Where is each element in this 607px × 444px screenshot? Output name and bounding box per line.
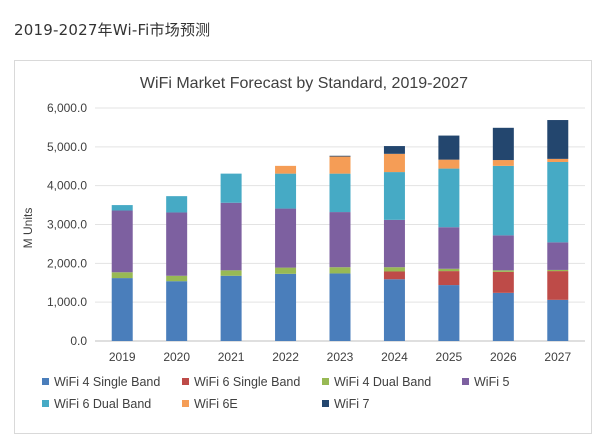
y-axis-title: M Units	[21, 208, 35, 249]
bar-segment	[166, 281, 188, 341]
bar-segment	[383, 172, 405, 220]
bar-segment	[220, 202, 242, 271]
bars	[111, 120, 569, 341]
bar-segment	[111, 278, 133, 341]
bar-segment	[329, 212, 351, 268]
y-tick-label: 3,000.0	[47, 218, 87, 232]
bar-segment	[438, 135, 460, 160]
bar-segment	[166, 275, 188, 282]
bar-segment	[329, 173, 351, 213]
stacked-bar-chart: WiFi Market Forecast by Standard, 2019-2…	[21, 75, 585, 411]
y-tick-label: 2,000.0	[47, 256, 87, 270]
bar-segment	[547, 120, 569, 159]
bar-segment	[438, 271, 460, 286]
bar-segment	[329, 267, 351, 274]
page-heading: 2019-2027年Wi-Fi市场预测	[14, 21, 211, 39]
bar-segment	[166, 196, 188, 213]
bar-segment	[492, 160, 514, 166]
y-tick-label: 5,000.0	[47, 140, 87, 154]
bar-segment	[275, 173, 297, 209]
legend-label: WiFi 6 Single Band	[194, 375, 300, 389]
bar-segment	[275, 267, 297, 274]
legend-label: WiFi 5	[474, 375, 509, 389]
bar-segment	[383, 279, 405, 341]
bar-segment	[275, 165, 297, 174]
bar-segment	[220, 173, 242, 203]
bar-segment	[492, 235, 514, 271]
legend-swatch	[462, 378, 469, 385]
x-tick-label: 2022	[272, 350, 299, 364]
bar-segment	[383, 267, 405, 272]
bar-segment	[547, 299, 569, 341]
bar-segment	[383, 153, 405, 173]
bar-segment	[383, 146, 405, 154]
bar-segment	[547, 271, 569, 300]
x-tick-label: 2024	[381, 350, 408, 364]
x-tick-label: 2026	[490, 350, 517, 364]
legend: WiFi 4 Single Band WiFi 6 Single Band WiFi…	[42, 375, 509, 411]
chart-title: WiFi Market Forecast by Standard, 2019-2…	[140, 75, 468, 92]
bar-segment	[438, 227, 460, 269]
legend-swatch	[182, 378, 189, 385]
bar-segment	[275, 208, 297, 268]
legend-label: WiFi 6 Dual Band	[54, 397, 151, 411]
x-tick-label: 2025	[436, 350, 463, 364]
legend-label: WiFi 7	[334, 397, 369, 411]
bar-segment	[492, 127, 514, 161]
bar-segment	[111, 205, 133, 211]
bar-segment	[383, 219, 405, 268]
x-tick-label: 2021	[218, 350, 245, 364]
bar-segment	[220, 275, 242, 341]
chart-frame: WiFi Market Forecast by Standard, 2019-2…	[14, 60, 592, 434]
bar-segment	[438, 285, 460, 341]
y-axis-ticks: 0.0 1,000.0 2,000.0 3,000.0 4,000.0 5,000.0 6,…	[47, 101, 87, 348]
x-tick-label: 2023	[327, 350, 354, 364]
legend-label: WiFi 6E	[194, 397, 238, 411]
bar-segment	[547, 158, 569, 162]
y-tick-label: 6,000.0	[47, 101, 87, 115]
x-tick-label: 2027	[544, 350, 571, 364]
bar-segment	[329, 273, 351, 341]
x-tick-label: 2020	[163, 350, 190, 364]
legend-swatch	[182, 400, 189, 407]
bar-segment	[111, 210, 133, 273]
legend-swatch	[322, 400, 329, 407]
bar-segment	[111, 272, 133, 279]
bar-segment	[166, 212, 188, 276]
x-tick-label: 2019	[109, 350, 136, 364]
bar-segment	[438, 159, 460, 169]
bar-segment	[547, 269, 569, 272]
bar-segment	[492, 271, 514, 293]
y-tick-label: 0.0	[70, 334, 87, 348]
bar-segment	[492, 292, 514, 341]
y-tick-label: 1,000.0	[47, 295, 87, 309]
x-axis-ticks: 2019 2020 2021 2022 2023 2024 2025 2026 2027	[109, 350, 572, 364]
bar-segment	[547, 161, 569, 243]
bar-segment	[383, 271, 405, 280]
bar-segment	[492, 165, 514, 236]
bar-segment	[329, 155, 351, 157]
bar-segment	[220, 270, 242, 276]
bar-segment	[438, 168, 460, 228]
bar-segment	[438, 268, 460, 272]
bar-segment	[547, 242, 569, 270]
legend-label: WiFi 4 Dual Band	[334, 375, 431, 389]
legend-label: WiFi 4 Single Band	[54, 375, 160, 389]
legend-swatch	[322, 378, 329, 385]
bar-segment	[329, 156, 351, 174]
legend-swatch	[42, 378, 49, 385]
bar-segment	[275, 273, 297, 341]
legend-swatch	[42, 400, 49, 407]
bar-segment	[492, 270, 514, 272]
y-tick-label: 4,000.0	[47, 179, 87, 193]
